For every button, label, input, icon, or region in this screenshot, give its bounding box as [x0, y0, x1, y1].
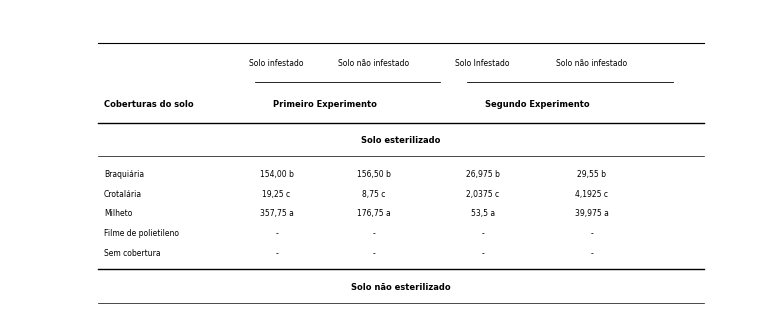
Text: Filme de polietileno: Filme de polietileno: [104, 229, 179, 238]
Text: 176,75 a: 176,75 a: [357, 209, 390, 218]
Text: Coberturas do solo: Coberturas do solo: [104, 100, 193, 109]
Text: 154,00 b: 154,00 b: [260, 170, 293, 179]
Text: -: -: [590, 249, 593, 258]
Text: Milheto: Milheto: [104, 209, 132, 218]
Text: 29,55 b: 29,55 b: [577, 170, 606, 179]
Text: 19,25 c: 19,25 c: [263, 190, 291, 198]
Text: Crotalária: Crotalária: [104, 190, 142, 198]
Text: -: -: [372, 249, 375, 258]
Text: 53,5 a: 53,5 a: [471, 209, 495, 218]
Text: Solo Infestado: Solo Infestado: [455, 59, 510, 68]
Text: -: -: [481, 229, 484, 238]
Text: Braquiária: Braquiária: [104, 170, 144, 179]
Text: Sem cobertura: Sem cobertura: [104, 249, 160, 258]
Text: 4,1925 c: 4,1925 c: [576, 190, 608, 198]
Text: 8,75 c: 8,75 c: [362, 190, 386, 198]
Text: Solo não infestado: Solo não infestado: [556, 59, 627, 68]
Text: Primeiro Experimento: Primeiro Experimento: [273, 100, 377, 109]
Text: 156,50 b: 156,50 b: [357, 170, 390, 179]
Text: Solo esterilizado: Solo esterilizado: [361, 136, 440, 145]
Text: -: -: [590, 229, 593, 238]
Text: 26,975 b: 26,975 b: [465, 170, 500, 179]
Text: -: -: [275, 229, 278, 238]
Text: Segundo Experimento: Segundo Experimento: [485, 100, 590, 109]
Text: 2,0375 c: 2,0375 c: [466, 190, 499, 198]
Text: 39,975 a: 39,975 a: [575, 209, 608, 218]
Text: Solo infestado: Solo infestado: [249, 59, 303, 68]
Text: -: -: [372, 229, 375, 238]
Text: -: -: [275, 249, 278, 258]
Text: Solo não esterilizado: Solo não esterilizado: [351, 283, 450, 292]
Text: 357,75 a: 357,75 a: [260, 209, 293, 218]
Text: Solo não infestado: Solo não infestado: [338, 59, 409, 68]
Text: -: -: [481, 249, 484, 258]
